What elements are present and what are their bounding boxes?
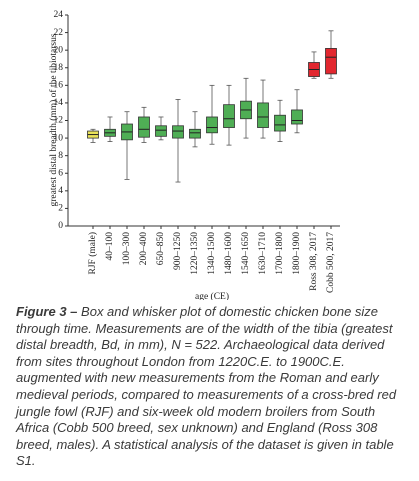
box [291, 109, 303, 125]
y-tick-label: 24 [54, 10, 64, 20]
box [138, 116, 150, 138]
x-tick-label: 1480–1600 [224, 232, 234, 275]
x-tick-label: 1220–1350 [190, 232, 200, 275]
x-tick-label: 1340–1500 [207, 232, 217, 275]
y-tick-label: 14 [54, 98, 64, 108]
box [155, 125, 167, 137]
chart: greatest distal breadth (mm) of the tibi… [48, 10, 340, 300]
box [223, 104, 235, 128]
y-tick-label: 0 [58, 221, 63, 231]
y-tick-label: 2 [58, 204, 63, 214]
y-tick-label: 6 [58, 168, 63, 178]
box [172, 125, 184, 139]
x-tick-label: 1700–1800 [275, 232, 285, 275]
x-tick-label: 1540–1650 [241, 232, 251, 275]
y-tick-label: 10 [54, 133, 64, 143]
box [257, 102, 269, 128]
caption-text: Box and whisker plot of domestic chicken… [16, 304, 397, 469]
box [325, 48, 337, 75]
caption-label: Figure 3 – [16, 304, 78, 319]
x-tick-label: RJF (male) [87, 232, 98, 274]
x-tick-label: 650–850 [156, 232, 166, 266]
y-tick-label: 20 [54, 45, 64, 55]
x-tick-label: Cobb 500, 2017 [326, 232, 336, 293]
x-tick-label: 900–1250 [173, 232, 183, 270]
y-tick-label: 4 [58, 186, 63, 196]
box [274, 114, 286, 132]
x-tick-label: 100–300 [122, 232, 132, 266]
x-tick-label: 200–400 [139, 232, 149, 266]
box [189, 128, 201, 139]
y-tick-label: 16 [54, 81, 64, 91]
y-tick-label: 12 [54, 116, 64, 126]
box [206, 116, 218, 134]
x-tick-label: 40–100 [105, 232, 115, 261]
x-tick-label: 1800–1900 [292, 232, 302, 275]
y-tick-label: 18 [54, 63, 64, 73]
y-axis-label: greatest distal breadth (mm) of the tibi… [48, 33, 59, 206]
x-tick-label: 1630–1710 [258, 232, 268, 275]
caption: Figure 3 – Box and whisker plot of domes… [16, 304, 408, 470]
x-axis-label: age (CE) [195, 291, 229, 300]
y-tick-label: 22 [54, 28, 64, 38]
x-tick-label: Ross 308, 2017 [309, 232, 319, 291]
y-tick-label: 8 [58, 151, 63, 161]
